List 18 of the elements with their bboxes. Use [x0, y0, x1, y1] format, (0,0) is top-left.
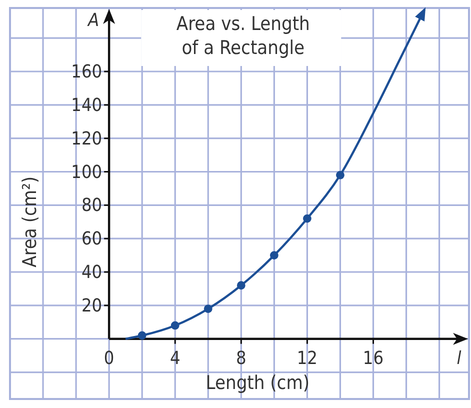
y-tick-label: 20: [81, 295, 102, 316]
y-tick-label: 160: [71, 61, 102, 82]
x-tick-label: 0: [104, 348, 114, 369]
y-tick-label: 120: [71, 128, 102, 150]
x-tick-label: 12: [296, 348, 318, 369]
x-tick-label: 16: [362, 348, 384, 369]
annotation: A: [86, 10, 100, 31]
y-tick-label: 140: [71, 94, 102, 116]
text: Area vs. Length of a Rectangle: [176, 13, 310, 59]
y-tick-label: 60: [81, 228, 102, 250]
y-tick-label: 100: [71, 162, 102, 183]
x-axis-title: Length (cm): [206, 372, 310, 394]
x-tick-label: 4: [170, 348, 180, 369]
y-axis-title: Area (cm²): [19, 176, 41, 268]
annotation: l: [456, 348, 462, 369]
x-tick-label: 8: [236, 348, 246, 369]
y-tick-label: 40: [81, 262, 102, 284]
y-tick-label: 80: [81, 195, 102, 216]
